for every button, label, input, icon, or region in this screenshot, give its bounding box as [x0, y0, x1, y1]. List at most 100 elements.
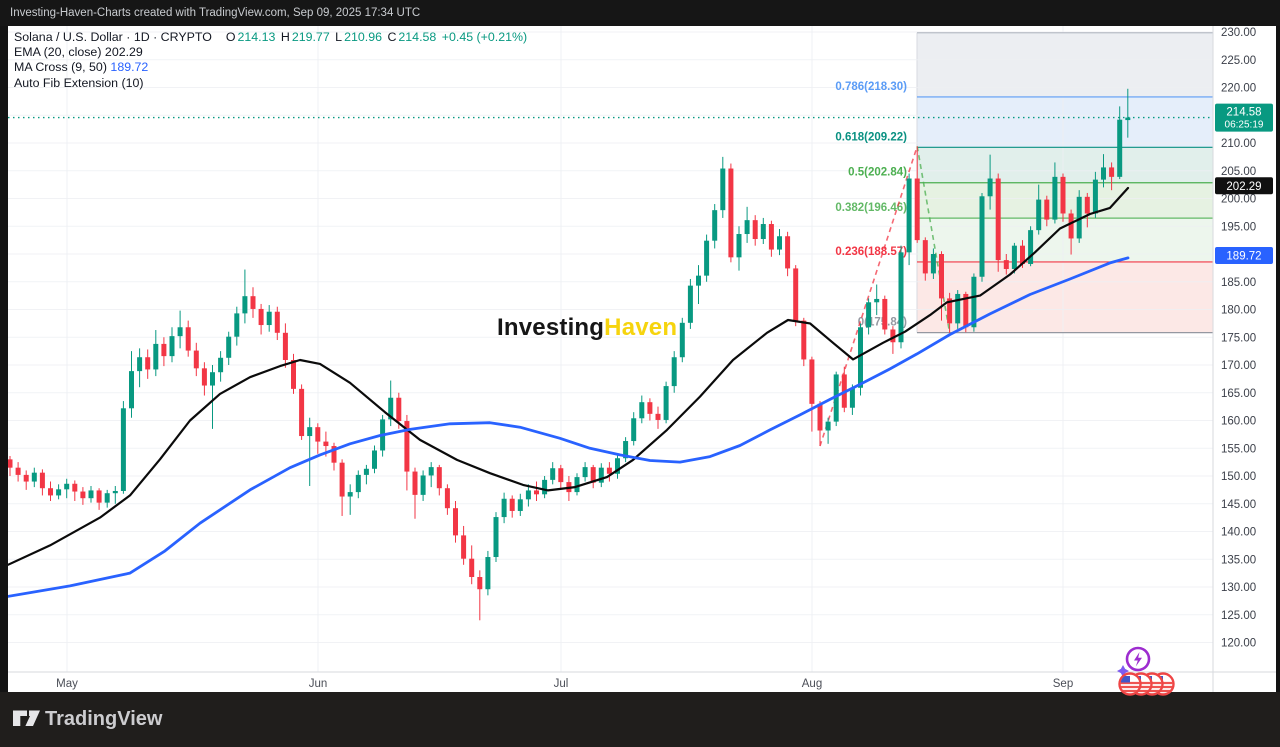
candle-body — [274, 311, 280, 333]
candle-body — [104, 493, 110, 503]
price-tick-label: 225.00 — [1221, 55, 1256, 67]
candle-body — [574, 477, 580, 493]
candle-body — [647, 402, 653, 414]
watermark-part2: Haven — [604, 314, 678, 341]
candle-body — [760, 224, 766, 240]
candle-body — [914, 178, 920, 241]
candle-body — [1084, 196, 1090, 214]
candle-body — [153, 343, 159, 370]
candle-body — [631, 418, 637, 442]
candle-body — [930, 254, 936, 274]
candle-body — [1028, 230, 1034, 264]
candle-body — [444, 488, 450, 509]
chart-panel: 0.786(218.30) 0.618(209.22) 0.5(202.84) 0.3… — [8, 26, 1276, 696]
candle-body — [39, 472, 45, 489]
time-tick-label: Sep — [1053, 678, 1073, 690]
candle-body — [971, 276, 977, 328]
fib-level-label: 0.5(202.84) — [848, 167, 907, 179]
candle-body — [906, 178, 912, 253]
candle-body — [210, 372, 215, 386]
candle-body — [331, 446, 337, 463]
candle-body — [639, 402, 645, 419]
candle-body — [266, 311, 272, 326]
candle-body — [979, 196, 985, 277]
chart-stickers[interactable] — [1106, 616, 1178, 705]
candle-body — [663, 386, 669, 420]
candle-body — [955, 293, 961, 324]
legend-symbol-row[interactable]: Solana / U.S. Dollar · 1D · CRYPTO O 214.1… — [14, 30, 529, 45]
candle-body — [96, 490, 102, 503]
candle-body — [849, 387, 855, 408]
candle-body — [801, 320, 807, 360]
candle-body — [890, 329, 896, 343]
price-badge-value: 202.29 — [1226, 181, 1261, 193]
fib-band — [917, 147, 1213, 183]
time-axis[interactable]: May Jun Jul Aug Sep — [56, 678, 1073, 690]
price-axis[interactable]: 230.00225.00220.00215.00210.00205.00200.… — [1221, 27, 1256, 650]
snapshot-title: Investing-Haven-Charts created with Trad… — [10, 7, 421, 19]
candle-body — [185, 327, 191, 351]
candle-body — [396, 397, 402, 422]
candle-body — [696, 275, 701, 286]
candle-body — [501, 498, 507, 518]
ma50-line[interactable] — [8, 256, 1130, 598]
price-tick-label: 200.00 — [1221, 194, 1256, 206]
candle-body — [477, 577, 483, 590]
candle-body — [558, 468, 564, 483]
ema-value: 202.29 — [104, 45, 143, 60]
legend-fib-row[interactable]: Auto Fib Extension (10) — [14, 76, 529, 91]
candle-body — [736, 234, 742, 258]
usd-coins-icon — [1118, 672, 1175, 696]
candle-body — [299, 388, 305, 437]
price-badge-value: 189.72 — [1226, 251, 1261, 263]
candle-body — [323, 441, 329, 447]
candle-body — [436, 467, 442, 489]
price-badge — [1215, 177, 1273, 195]
fib-trend-lines[interactable] — [819, 146, 951, 447]
price-tick-label: 135.00 — [1221, 554, 1256, 566]
candle-body — [825, 421, 831, 431]
price-tick-label: 155.00 — [1221, 443, 1256, 455]
candle-body — [874, 298, 880, 303]
close-value: 214.58 — [398, 30, 437, 44]
candle-body — [777, 236, 782, 250]
tradingview-logo-icon[interactable] — [13, 706, 43, 732]
fib-level-label: 0.786(218.30) — [835, 81, 907, 93]
candle-body — [291, 360, 296, 389]
price-tick-label: 220.00 — [1221, 83, 1256, 95]
candle-body — [493, 517, 499, 558]
candle-body — [372, 450, 377, 469]
price-axis-background — [1213, 26, 1276, 692]
legend-macross-row[interactable]: MA Cross (9, 50) 189.72 — [14, 60, 529, 75]
tradingview-brand-text[interactable]: TradingView — [45, 708, 163, 730]
candle-body — [120, 408, 126, 491]
ema20-line[interactable] — [8, 186, 1130, 566]
fib-level-lines[interactable]: 0.786(218.30) 0.618(209.22) 0.5(202.84) 0.3… — [835, 32, 1213, 334]
candle-body — [169, 336, 175, 357]
candle-body — [598, 467, 604, 483]
candle-body — [947, 298, 953, 324]
candle-body — [858, 327, 863, 388]
candle-body — [1003, 260, 1009, 269]
fib-trend-line — [916, 146, 951, 333]
candle-body — [1068, 213, 1074, 239]
candle-body — [542, 479, 548, 495]
candle-body — [201, 368, 207, 386]
time-tick-label: May — [56, 678, 78, 690]
candle-body — [129, 371, 134, 409]
candle-body — [679, 322, 685, 358]
candle-body — [1011, 245, 1017, 269]
candle-body — [242, 296, 248, 314]
candle-body — [728, 168, 734, 258]
candle-body — [56, 489, 62, 496]
candle-body — [768, 224, 774, 250]
candle-body — [339, 462, 345, 497]
candle-body — [31, 472, 37, 482]
watermark-part1: Investing — [497, 314, 605, 341]
candle-body — [112, 490, 118, 494]
legend-ema-row[interactable]: EMA (20, close) 202.29 — [14, 45, 529, 60]
chart-canvas[interactable]: 0.786(218.30) 0.618(209.22) 0.5(202.84) 0.3… — [8, 26, 1276, 692]
price-tick-label: 120.00 — [1221, 638, 1256, 650]
candle-body — [1076, 196, 1082, 239]
